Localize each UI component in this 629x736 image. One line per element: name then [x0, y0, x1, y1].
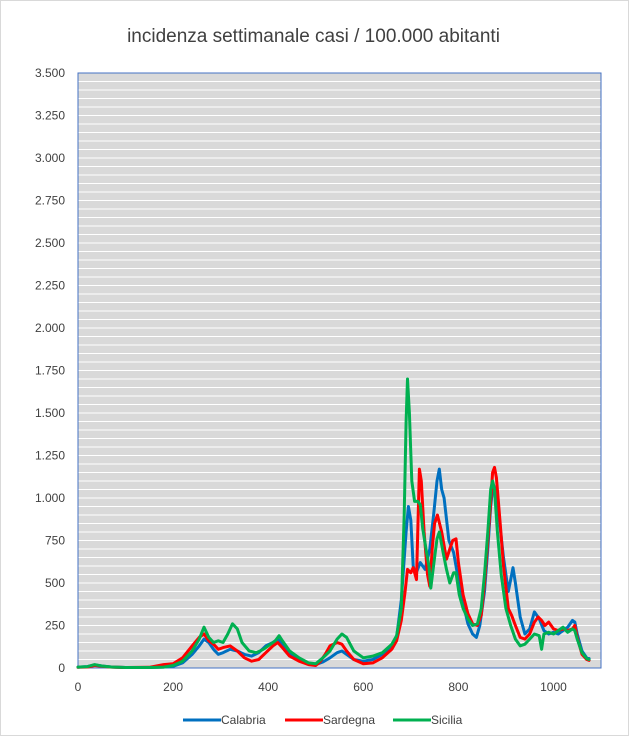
- y-tick-label: 1.750: [35, 364, 65, 378]
- series-lines: [76, 377, 591, 669]
- y-tick-label: 2.500: [35, 236, 65, 250]
- y-tick-label: 2.250: [35, 279, 65, 293]
- y-tick-label: 250: [45, 619, 65, 633]
- y-tick-label: 3.500: [35, 66, 65, 80]
- x-tick-label: 1000: [540, 680, 567, 694]
- y-tick-label: 0: [58, 661, 65, 675]
- legend-label: Sicilia: [431, 713, 463, 727]
- y-axis-ticks: 0 250 500 750 1.000 1.250 1.500 1.750 2.000 2.250…: [35, 66, 65, 675]
- y-tick-label: 1.500: [35, 406, 65, 420]
- y-tick-label: 2.750: [35, 194, 65, 208]
- x-tick-label: 600: [353, 680, 373, 694]
- y-tick-label: 500: [45, 576, 65, 590]
- series-line-calabria: [76, 467, 591, 669]
- series-line-sardegna: [76, 465, 591, 669]
- x-tick-label: 200: [163, 680, 183, 694]
- y-tick-label: 2.000: [35, 321, 65, 335]
- y-tick-label: 1.250: [35, 449, 65, 463]
- plot-border: [77, 72, 602, 669]
- y-tick-label: 3.000: [35, 151, 65, 165]
- legend-label: Sardegna: [323, 713, 375, 727]
- chart-title: incidenza settimanale casi / 100.000 abi…: [127, 26, 500, 47]
- x-axis-ticks: 0 200 400 600 800 1000: [75, 680, 567, 694]
- legend-label: Calabria: [221, 713, 266, 727]
- legend: Calabria Sardegna Sicilia: [183, 713, 463, 727]
- series-line-sicilia: [76, 377, 591, 669]
- x-tick-label: 800: [448, 680, 468, 694]
- y-tick-label: 750: [45, 534, 65, 548]
- y-tick-label: 1.000: [35, 491, 65, 505]
- y-tick-label: 3.250: [35, 109, 65, 123]
- x-tick-label: 400: [258, 680, 278, 694]
- x-tick-label: 0: [75, 680, 82, 694]
